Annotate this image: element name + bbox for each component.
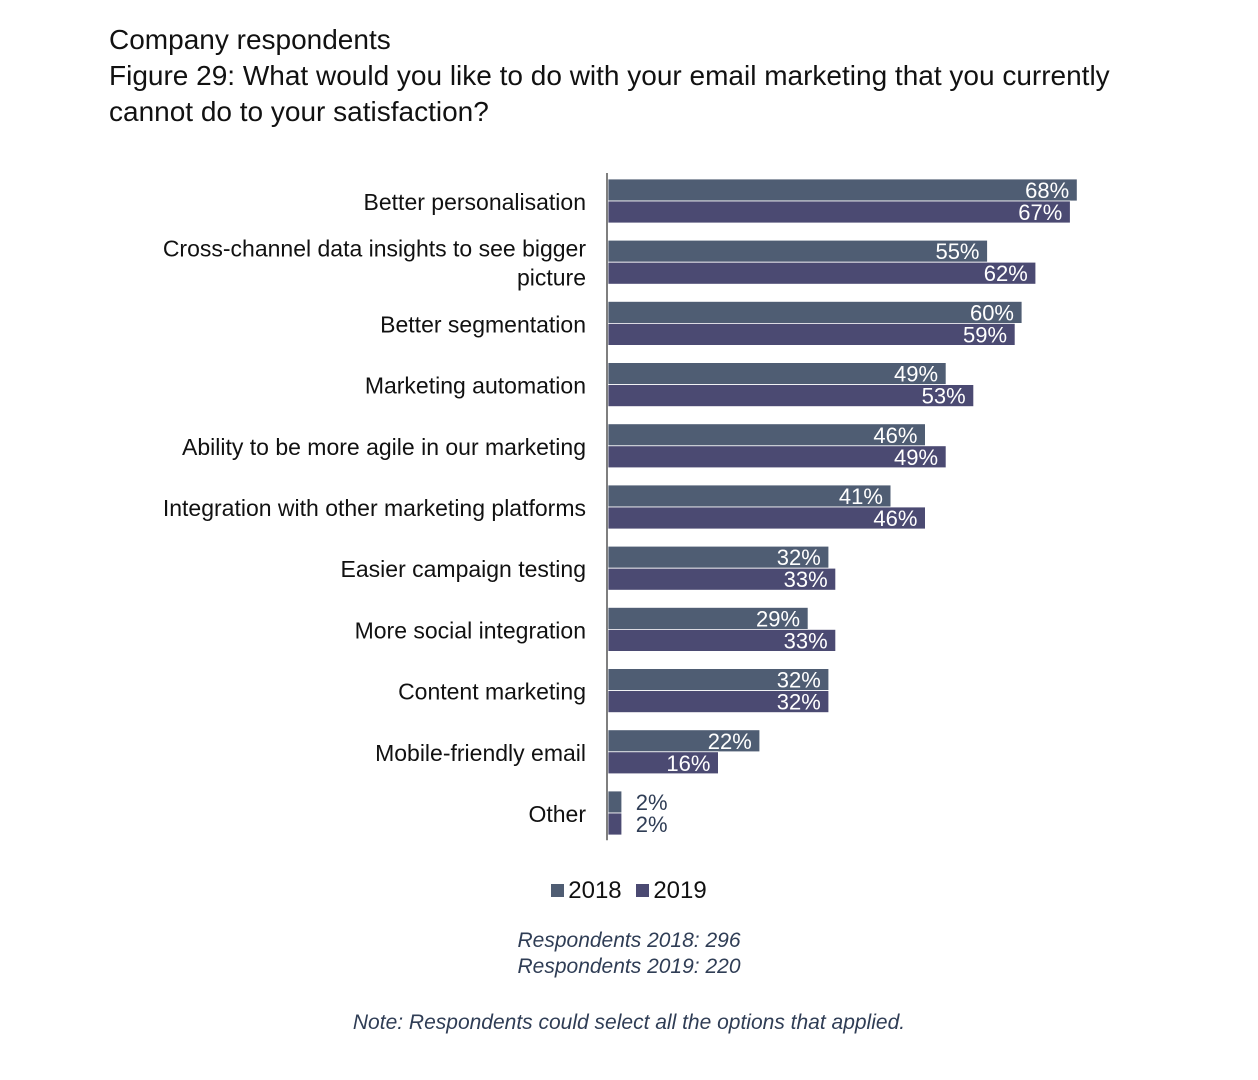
category-label: More social integration <box>355 617 586 643</box>
value-label-2018: 32% <box>777 668 821 693</box>
category-label: Mobile-friendly email <box>375 740 586 766</box>
bar-2019 <box>607 261 1037 285</box>
respondents-2018: Respondents 2018: 296 <box>517 929 741 952</box>
value-label-2019: 62% <box>984 261 1028 286</box>
category-label: Marketing automation <box>365 373 586 399</box>
figure-title: Figure 29: What would you like to do wit… <box>109 60 1110 91</box>
category-label: Better personalisation <box>364 189 586 215</box>
value-label-2019: 2% <box>636 812 668 837</box>
legend-swatch-2019 <box>636 884 650 897</box>
figure-title-continued: cannot do to your satisfaction? <box>109 96 489 127</box>
value-label-2018: 2% <box>636 790 668 815</box>
value-label-2019: 33% <box>784 628 828 653</box>
legend-swatch-2018 <box>551 884 565 897</box>
category-label: Other <box>528 801 586 827</box>
bar-2019 <box>607 322 1016 346</box>
bar-2018 <box>607 178 1078 202</box>
bar-2019 <box>607 812 623 836</box>
category-label: picture <box>517 265 586 291</box>
category-label: Easier campaign testing <box>341 556 586 582</box>
category-label: Ability to be more agile in our marketin… <box>182 434 586 460</box>
value-label-2018: 41% <box>839 484 883 509</box>
value-label-2018: 32% <box>777 545 821 570</box>
footnote: Note: Respondents could select all the o… <box>352 1011 906 1034</box>
legend-label-2018: 2018 <box>568 876 622 904</box>
bar-2018 <box>607 239 988 263</box>
value-label-2019: 32% <box>777 690 821 715</box>
legend-item-2019: 2019 <box>636 875 707 907</box>
category-label: Content marketing <box>398 679 586 705</box>
legend-label-2019: 2019 <box>653 876 707 904</box>
value-label-2019: 33% <box>784 567 828 592</box>
category-label: Cross-channel data insights to see bigge… <box>163 236 587 262</box>
legend-item-2018: 2018 <box>551 875 622 907</box>
value-label-2018: 46% <box>873 423 917 448</box>
value-label-2019: 46% <box>873 506 917 531</box>
chart-header: Company respondents Figure 29: What woul… <box>109 22 1209 130</box>
value-label-2018: 22% <box>708 729 752 754</box>
bar-2019 <box>607 200 1071 224</box>
category-label: Integration with other marketing platfor… <box>163 495 586 521</box>
bar-2018 <box>607 790 623 814</box>
value-label-2019: 16% <box>666 751 710 776</box>
value-label-2018: 29% <box>756 606 800 631</box>
respondents-info: Respondents 2018: 296 Respondents 2019: … <box>0 928 1258 980</box>
bar-2019 <box>607 384 975 408</box>
value-label-2018: 60% <box>970 300 1014 325</box>
section-label: Company respondents <box>109 24 391 55</box>
value-label-2019: 53% <box>922 384 966 409</box>
category-label: Better segmentation <box>380 311 586 337</box>
value-label-2019: 67% <box>1018 200 1062 225</box>
chart-legend: 2018 2019 <box>0 874 1258 907</box>
value-label-2018: 55% <box>935 239 979 264</box>
value-label-2018: 68% <box>1025 178 1069 203</box>
value-label-2019: 49% <box>894 445 938 470</box>
value-label-2018: 49% <box>894 362 938 387</box>
bar-2018 <box>607 300 1023 324</box>
respondents-2019: Respondents 2019: 220 <box>517 955 741 978</box>
value-label-2019: 59% <box>963 322 1007 347</box>
